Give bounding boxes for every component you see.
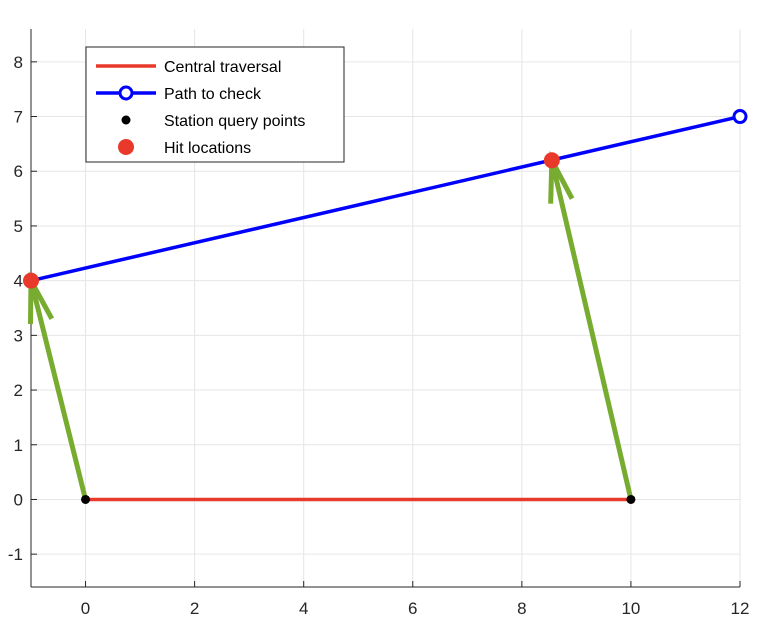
station-query-point: [81, 494, 91, 504]
legend-label: Station query points: [164, 113, 305, 130]
y-tick-label: -1: [8, 545, 23, 564]
legend-label: Path to check: [164, 86, 262, 103]
hit-location-marker: [23, 272, 39, 289]
y-tick-label: 6: [14, 162, 23, 181]
y-tick-label: 8: [14, 53, 23, 72]
green-arrow-shaft: [549, 157, 634, 502]
legend-swatch-path-marker: [118, 85, 134, 101]
marks: [23, 109, 748, 504]
y-tick-label: 1: [14, 436, 23, 455]
hit-location-marker: [543, 152, 560, 169]
x-tick-label: 4: [299, 599, 308, 618]
legend: Central traversal Path to check Station qu…: [85, 46, 345, 163]
x-tick-label: 2: [190, 599, 199, 618]
y-tick-label: 5: [14, 217, 23, 236]
station-query-point: [626, 494, 636, 504]
path-endpoint-marker: [732, 109, 748, 125]
green-arrow-shaft: [28, 278, 89, 502]
y-tick-label: 0: [14, 490, 23, 509]
legend-swatch-hit-locations: [118, 139, 134, 155]
x-tick-label: 8: [517, 599, 526, 618]
x-tick-label: 6: [408, 599, 417, 618]
y-tick-label: 2: [14, 381, 23, 400]
x-tick-label: 10: [621, 599, 640, 618]
x-tick-label: 12: [731, 599, 750, 618]
y-tick-label: 4: [14, 272, 23, 291]
y-tick-label: 7: [14, 108, 23, 127]
legend-label: Hit locations: [164, 140, 251, 157]
x-tick-label: 0: [81, 599, 90, 618]
legend-swatch-station-points: [121, 115, 131, 125]
y-tick-label: 3: [14, 326, 23, 345]
path-to-check-line: [30, 114, 741, 283]
legend-label: Central traversal: [164, 59, 281, 76]
